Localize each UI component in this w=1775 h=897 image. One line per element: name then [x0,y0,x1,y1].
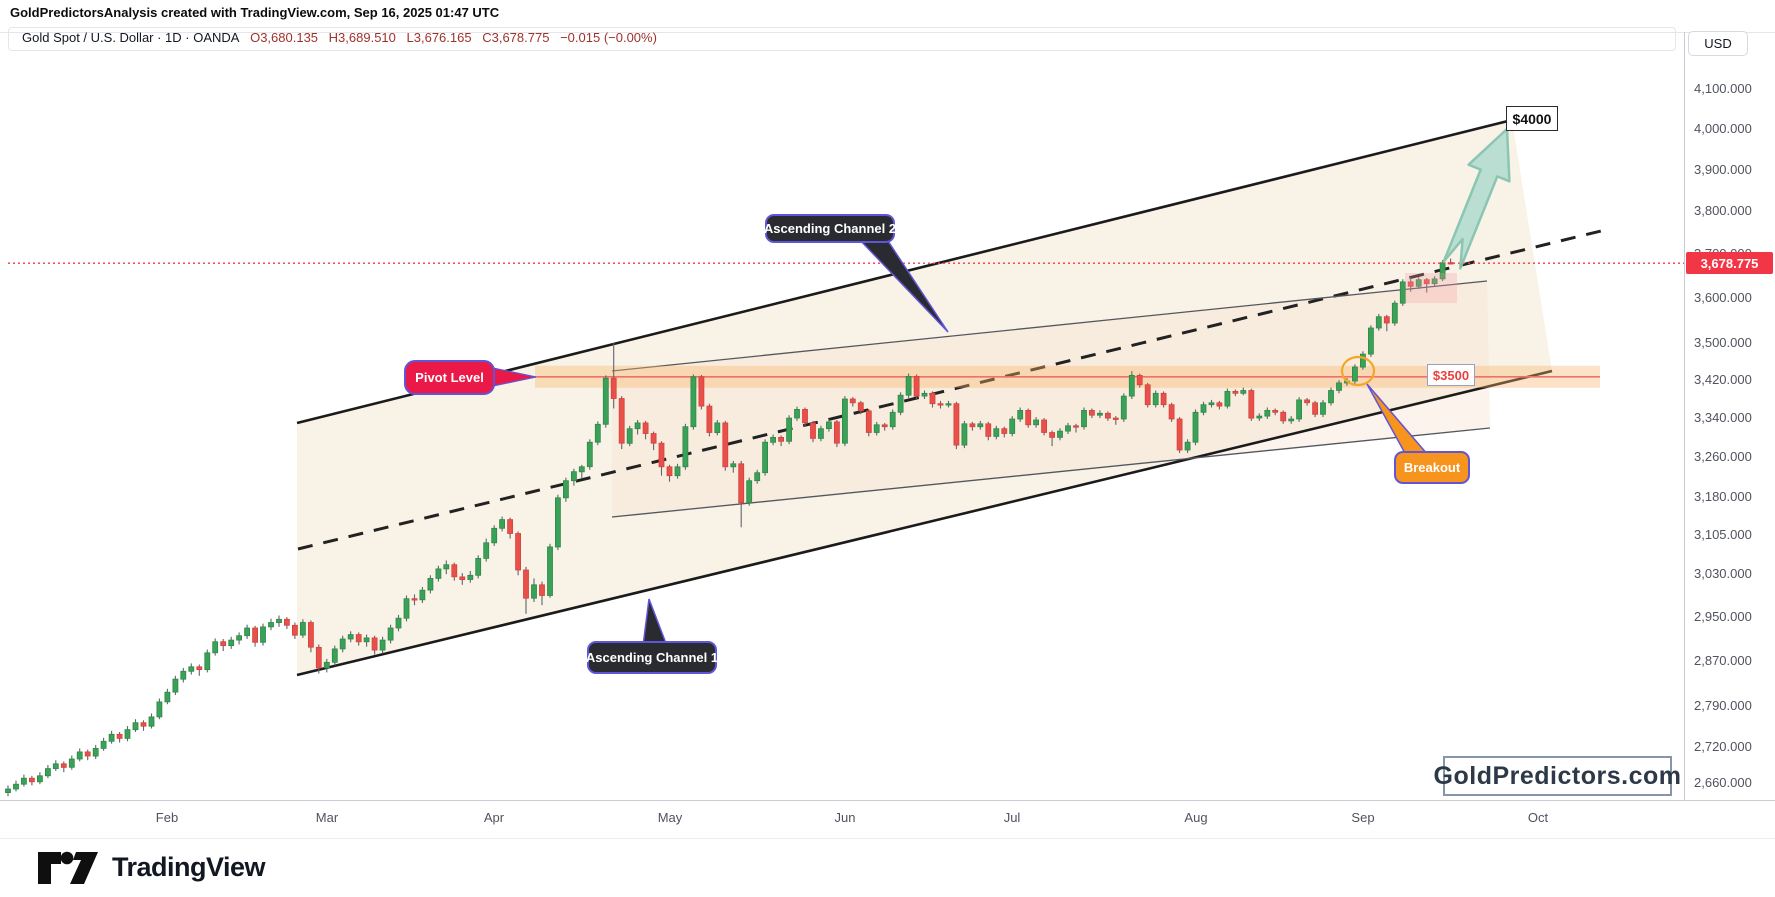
price-axis-label: 3,260.000 [1694,449,1752,464]
price-axis-label: 4,000.000 [1694,121,1752,136]
price-target-label[interactable]: $4000 [1506,106,1558,131]
currency-chip[interactable]: USD [1688,31,1748,56]
ascending-channel-1-callout[interactable]: Ascending Channel 1 [586,641,718,674]
month-label-jul: Jul [1003,810,1021,825]
price-axis-label: 3,180.000 [1694,489,1752,504]
symbol-legend[interactable]: Gold Spot / U.S. Dollar · 1D · OANDA O3,… [22,30,664,45]
ohlc-low: L3,676.165 [406,30,472,45]
pivot-level-callout[interactable]: Pivot Level [404,360,495,395]
snapshot-edge [0,838,1775,839]
last-price-tag: 3,678.775 [1686,252,1773,274]
tradingview-logo-icon [38,851,98,884]
month-label-jun: Jun [834,810,856,825]
breakout-callout[interactable]: Breakout [1394,451,1470,484]
goldpredictors-watermark: GoldPredictors.com [1434,756,1681,796]
price-axis-label: 3,340.000 [1694,410,1752,425]
price-axis-label: 3,030.000 [1694,566,1752,581]
plot-top-border [0,32,1775,33]
time-axis-separator[interactable] [0,800,1775,801]
price-axis-label: 3,500.000 [1694,335,1752,350]
ohlc-high: H3,689.510 [328,30,396,45]
page-title: GoldPredictorsAnalysis created with Trad… [10,5,500,20]
month-label-may: May [657,810,683,825]
month-label-sep: Sep [1351,810,1375,825]
price-change: −0.015 (−0.00%) [560,30,657,45]
price-axis-label: 4,100.000 [1694,81,1752,96]
month-label-oct: Oct [1527,810,1549,825]
month-label-apr: Apr [483,810,505,825]
symbol-name[interactable]: Gold Spot / U.S. Dollar · 1D · OANDA [22,30,240,45]
price-axis-label: 3,600.000 [1694,290,1752,305]
ohlc-close: C3,678.775 [482,30,550,45]
month-label-feb: Feb [155,810,179,825]
price-axis-label: 2,660.000 [1694,775,1752,790]
pivot-price-label[interactable]: $3500 [1427,364,1475,386]
month-label-mar: Mar [315,810,339,825]
price-axis-label: 3,420.000 [1694,372,1752,387]
price-axis-label: 2,720.000 [1694,739,1752,754]
price-axis-separator[interactable] [1684,32,1685,801]
price-axis-label: 3,800.000 [1694,203,1752,218]
ohlc-open: O3,680.135 [250,30,319,45]
price-axis-label: 2,950.000 [1694,609,1752,624]
price-axis-label: 3,900.000 [1694,162,1752,177]
price-axis-label: 3,105.000 [1694,527,1752,542]
price-axis-label: 2,870.000 [1694,653,1752,668]
tradingview-footer[interactable]: TradingView [36,847,266,887]
ascending-channel-2-callout[interactable]: Ascending Channel 2 [764,214,896,243]
tradingview-logo-text: TradingView [112,851,266,882]
price-axis-label: 2,790.000 [1694,698,1752,713]
month-label-aug: Aug [1184,810,1208,825]
